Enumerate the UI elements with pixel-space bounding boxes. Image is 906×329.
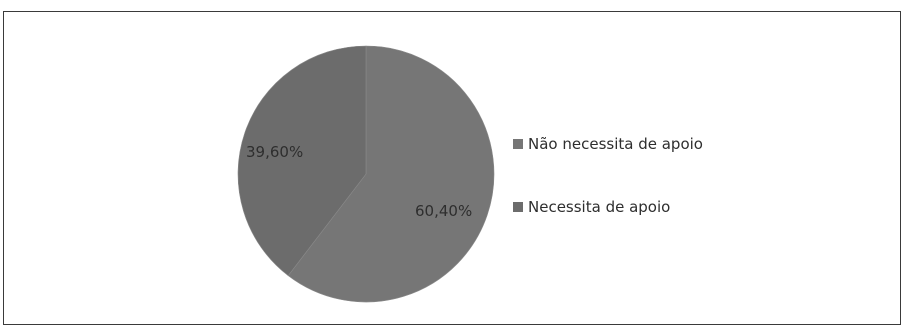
slice-label-nao-necessita: 60,40% [415,202,473,220]
chart-frame: 60,40% 39,60% Não necessita de apoio Nec… [3,11,901,325]
legend-item-nao-necessita: Não necessita de apoio [513,135,703,153]
legend-label: Necessita de apoio [528,198,671,216]
legend-item-necessita: Necessita de apoio [513,198,703,216]
pie-slice-nao-necessita [287,45,495,303]
legend-label: Não necessita de apoio [528,135,703,153]
slice-label-necessita: 39,60% [246,143,304,161]
legend-swatch-icon [513,202,523,212]
pie-slice-necessita [237,45,367,277]
legend-swatch-icon [513,139,523,149]
pie-chart [237,45,495,303]
chart-legend: Não necessita de apoio Necessita de apoi… [513,135,703,216]
